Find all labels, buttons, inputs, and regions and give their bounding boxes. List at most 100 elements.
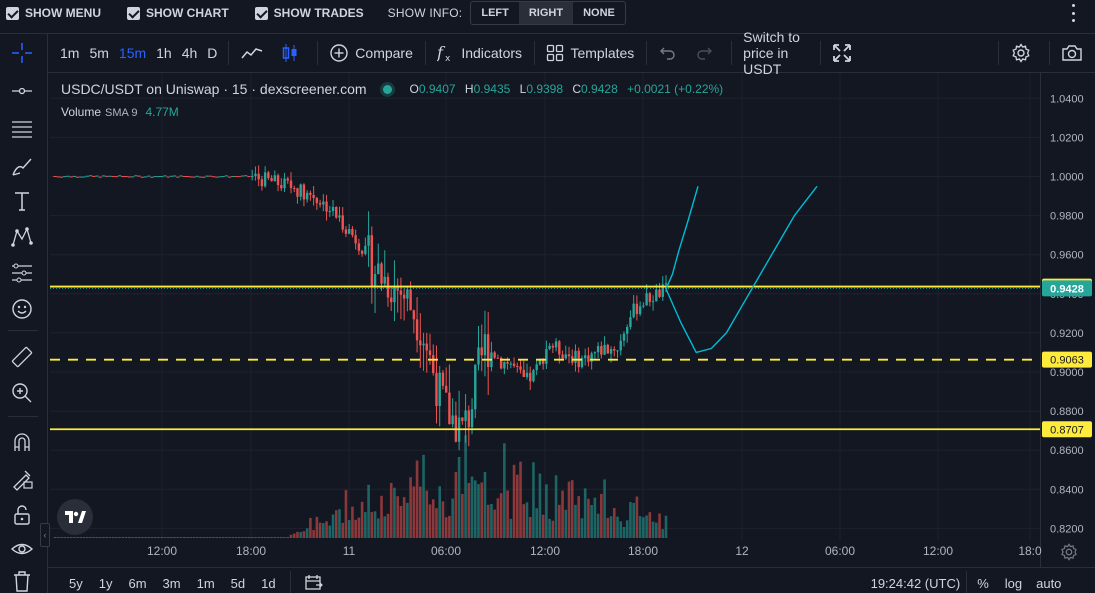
range-5d[interactable]: 5d [230, 575, 246, 591]
ruler-icon[interactable] [9, 344, 35, 370]
axis-settings-icon[interactable] [1060, 543, 1078, 566]
crosshair-icon[interactable] [9, 40, 35, 66]
tradingview-logo[interactable] [57, 499, 93, 535]
timeframe-d[interactable]: D [207, 45, 218, 61]
timeframe-15m[interactable]: 15m [118, 45, 147, 61]
info-right-button[interactable]: RIGHT [518, 2, 574, 24]
percent-toggle[interactable]: % [977, 575, 989, 591]
volume-bar [415, 460, 419, 538]
candle-body [616, 350, 619, 352]
candle-body [664, 283, 668, 285]
auto-toggle[interactable]: auto [1036, 575, 1062, 591]
candle-body [270, 178, 273, 182]
undo-icon[interactable] [653, 45, 689, 61]
volume-bar [312, 530, 315, 538]
x-tick-label: 12 [735, 544, 749, 558]
compare-button[interactable]: Compare [323, 43, 419, 63]
fullscreen-icon[interactable] [826, 43, 864, 63]
volume-bar [195, 537, 199, 538]
date-range-icon[interactable] [304, 574, 323, 593]
plus-circle-icon [330, 44, 348, 62]
more-icon[interactable] [1065, 4, 1081, 22]
candle-body [529, 372, 532, 382]
volume-bar [315, 516, 319, 538]
volume-bar [60, 537, 63, 538]
candle-body [642, 305, 645, 307]
show-trades-checkbox[interactable]: SHOW TRADES [254, 6, 364, 20]
eye-icon[interactable] [9, 536, 35, 562]
volume-bar [658, 513, 661, 538]
volume-bar [574, 504, 577, 538]
volume-bar [535, 508, 538, 538]
info-left-button[interactable]: LEFT [481, 7, 509, 19]
volume-bar [632, 502, 635, 538]
candle-body [580, 358, 584, 368]
candle-body [651, 301, 655, 303]
range-6m[interactable]: 6m [128, 575, 147, 591]
settings-icon[interactable] [1005, 43, 1043, 63]
range-5y[interactable]: 5y [69, 575, 83, 591]
lock-drawing-icon[interactable] [9, 466, 35, 492]
candle-body [525, 372, 529, 378]
candle-body [435, 373, 438, 406]
price-label: 0.8707 [1050, 424, 1084, 436]
candle-body [574, 350, 577, 363]
templates-button[interactable]: Templates [540, 44, 640, 62]
redo-icon[interactable] [689, 45, 725, 61]
show-chart-checkbox[interactable]: SHOW CHART [127, 6, 229, 20]
candle-body [545, 349, 548, 364]
volume-bar [648, 512, 652, 538]
log-toggle[interactable]: log [1004, 575, 1023, 591]
prediction-icon[interactable] [9, 260, 35, 286]
info-none-button[interactable]: NONE [583, 7, 615, 19]
volume-bar [331, 514, 335, 538]
range-1m[interactable]: 1m [196, 575, 215, 591]
candles-icon[interactable] [275, 43, 311, 63]
text-icon[interactable] [9, 188, 35, 214]
volume-bar [509, 518, 513, 538]
candle-body [302, 184, 306, 200]
collapse-toolbar-button[interactable]: ‹ [40, 523, 50, 547]
fib-lines-icon[interactable] [9, 116, 35, 142]
tools-divider [8, 330, 38, 331]
switch-price-button[interactable]: Switch to price in USDT [743, 29, 800, 77]
volume-bar [473, 480, 477, 538]
range-3m[interactable]: 3m [162, 575, 181, 591]
candle-body [532, 370, 535, 382]
volume-bar [470, 476, 474, 538]
candle-body [613, 349, 616, 351]
candle-body [257, 173, 260, 180]
utc-clock[interactable]: 19:24:42 (UTC) [870, 575, 961, 591]
candle-body [432, 355, 435, 374]
timeframe-5m[interactable]: 5m [89, 45, 109, 61]
range-1d[interactable]: 1d [261, 575, 276, 591]
candle-body [299, 184, 302, 197]
timeframe-1h[interactable]: 1h [156, 45, 172, 61]
zoom-icon[interactable] [9, 380, 35, 406]
show-menu-checkbox[interactable]: SHOW MENU [6, 6, 101, 20]
trash-icon[interactable] [9, 568, 35, 593]
brush-icon[interactable] [9, 154, 35, 180]
trend-line-icon[interactable] [9, 78, 35, 104]
candle-body [357, 243, 361, 251]
range-1y[interactable]: 1y [98, 575, 113, 591]
svg-text:x: x [445, 54, 451, 63]
pattern-icon[interactable] [9, 224, 35, 250]
magnet-icon[interactable] [9, 430, 35, 456]
volume-bar [383, 516, 387, 538]
timeframe-4h[interactable]: 4h [181, 45, 198, 61]
unlock-icon[interactable] [9, 502, 35, 528]
emoji-icon[interactable] [9, 296, 35, 322]
line-chart-icon[interactable] [235, 45, 275, 61]
candle-body [425, 343, 428, 351]
checkbox-icon [254, 6, 268, 20]
camera-icon[interactable] [1055, 44, 1095, 62]
x-tick-label: 12:00 [530, 544, 560, 558]
candle-body [347, 229, 351, 234]
volume-bar [338, 509, 341, 538]
volume-bar [292, 533, 296, 538]
candle-body [283, 178, 286, 189]
timeframe-1m[interactable]: 1m [60, 45, 80, 61]
